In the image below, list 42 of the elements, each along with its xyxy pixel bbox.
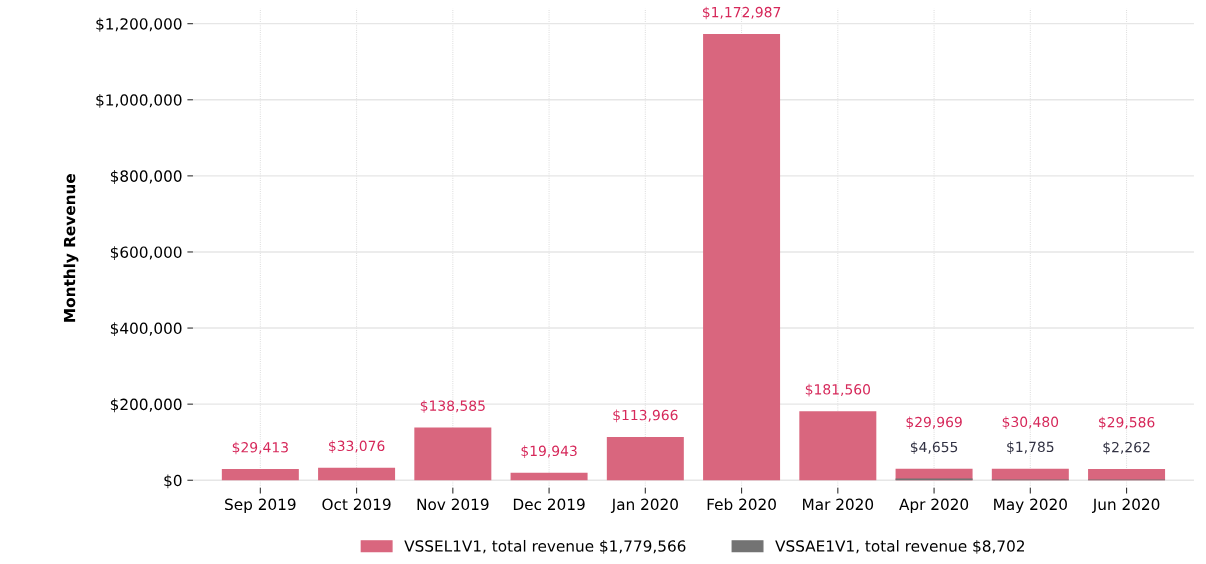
- y-tick-label: $1,000,000: [96, 93, 182, 108]
- x-tick-label: Mar 2020: [803, 498, 874, 511]
- x-tick-label: Jun 2020: [1091, 498, 1160, 513]
- data-label: $181,560: [805, 383, 871, 397]
- bar: [510, 472, 588, 481]
- bar: [318, 467, 396, 481]
- bar: [414, 427, 492, 481]
- x-tick-label: Apr 2020: [899, 498, 969, 514]
- y-tick-label: $400,000: [110, 322, 182, 337]
- bar: [703, 33, 781, 481]
- y-tick-label: $1,200,000: [96, 17, 182, 32]
- y-axis-title: Monthly Revenue: [63, 173, 79, 322]
- data-label: $29,969: [906, 416, 962, 430]
- legend-label: VSSEL1V1, total revenue $1,779,566: [404, 539, 686, 554]
- y-tick-label: $600,000: [110, 246, 182, 261]
- x-tick-label: Jan 2020: [610, 498, 678, 513]
- y-tick-label: $200,000: [110, 398, 182, 413]
- data-label: $29,413: [232, 441, 288, 455]
- x-tick-label: Oct 2019: [322, 498, 391, 511]
- x-tick-label: Nov 2019: [417, 498, 489, 511]
- data-label: $19,943: [521, 445, 577, 458]
- x-tick-label: Feb 2020: [707, 498, 776, 511]
- y-tick-label: $0: [164, 474, 182, 489]
- data-label: $113,966: [613, 409, 678, 423]
- data-label: $2,262: [1103, 441, 1150, 455]
- legend-label: VSSAE1V1, total revenue $8,702: [775, 539, 1024, 554]
- y-tick-label: $800,000: [110, 170, 182, 184]
- data-label: $1,172,987: [702, 6, 781, 20]
- data-label: $30,480: [1002, 416, 1059, 429]
- data-label: $4,655: [910, 441, 958, 455]
- bar: [1088, 468, 1166, 481]
- bar: [221, 469, 299, 481]
- data-label: $138,585: [420, 400, 485, 413]
- x-tick-label: Sep 2019: [225, 498, 296, 514]
- data-label: $33,076: [329, 440, 385, 453]
- x-tick-label: Dec 2019: [513, 498, 585, 511]
- data-label: $1,785: [1007, 441, 1054, 454]
- x-tick-label: May 2020: [994, 498, 1067, 514]
- bar: [799, 411, 877, 481]
- data-label: $29,586: [1099, 416, 1155, 430]
- bar: [991, 468, 1069, 481]
- bar: [606, 436, 684, 481]
